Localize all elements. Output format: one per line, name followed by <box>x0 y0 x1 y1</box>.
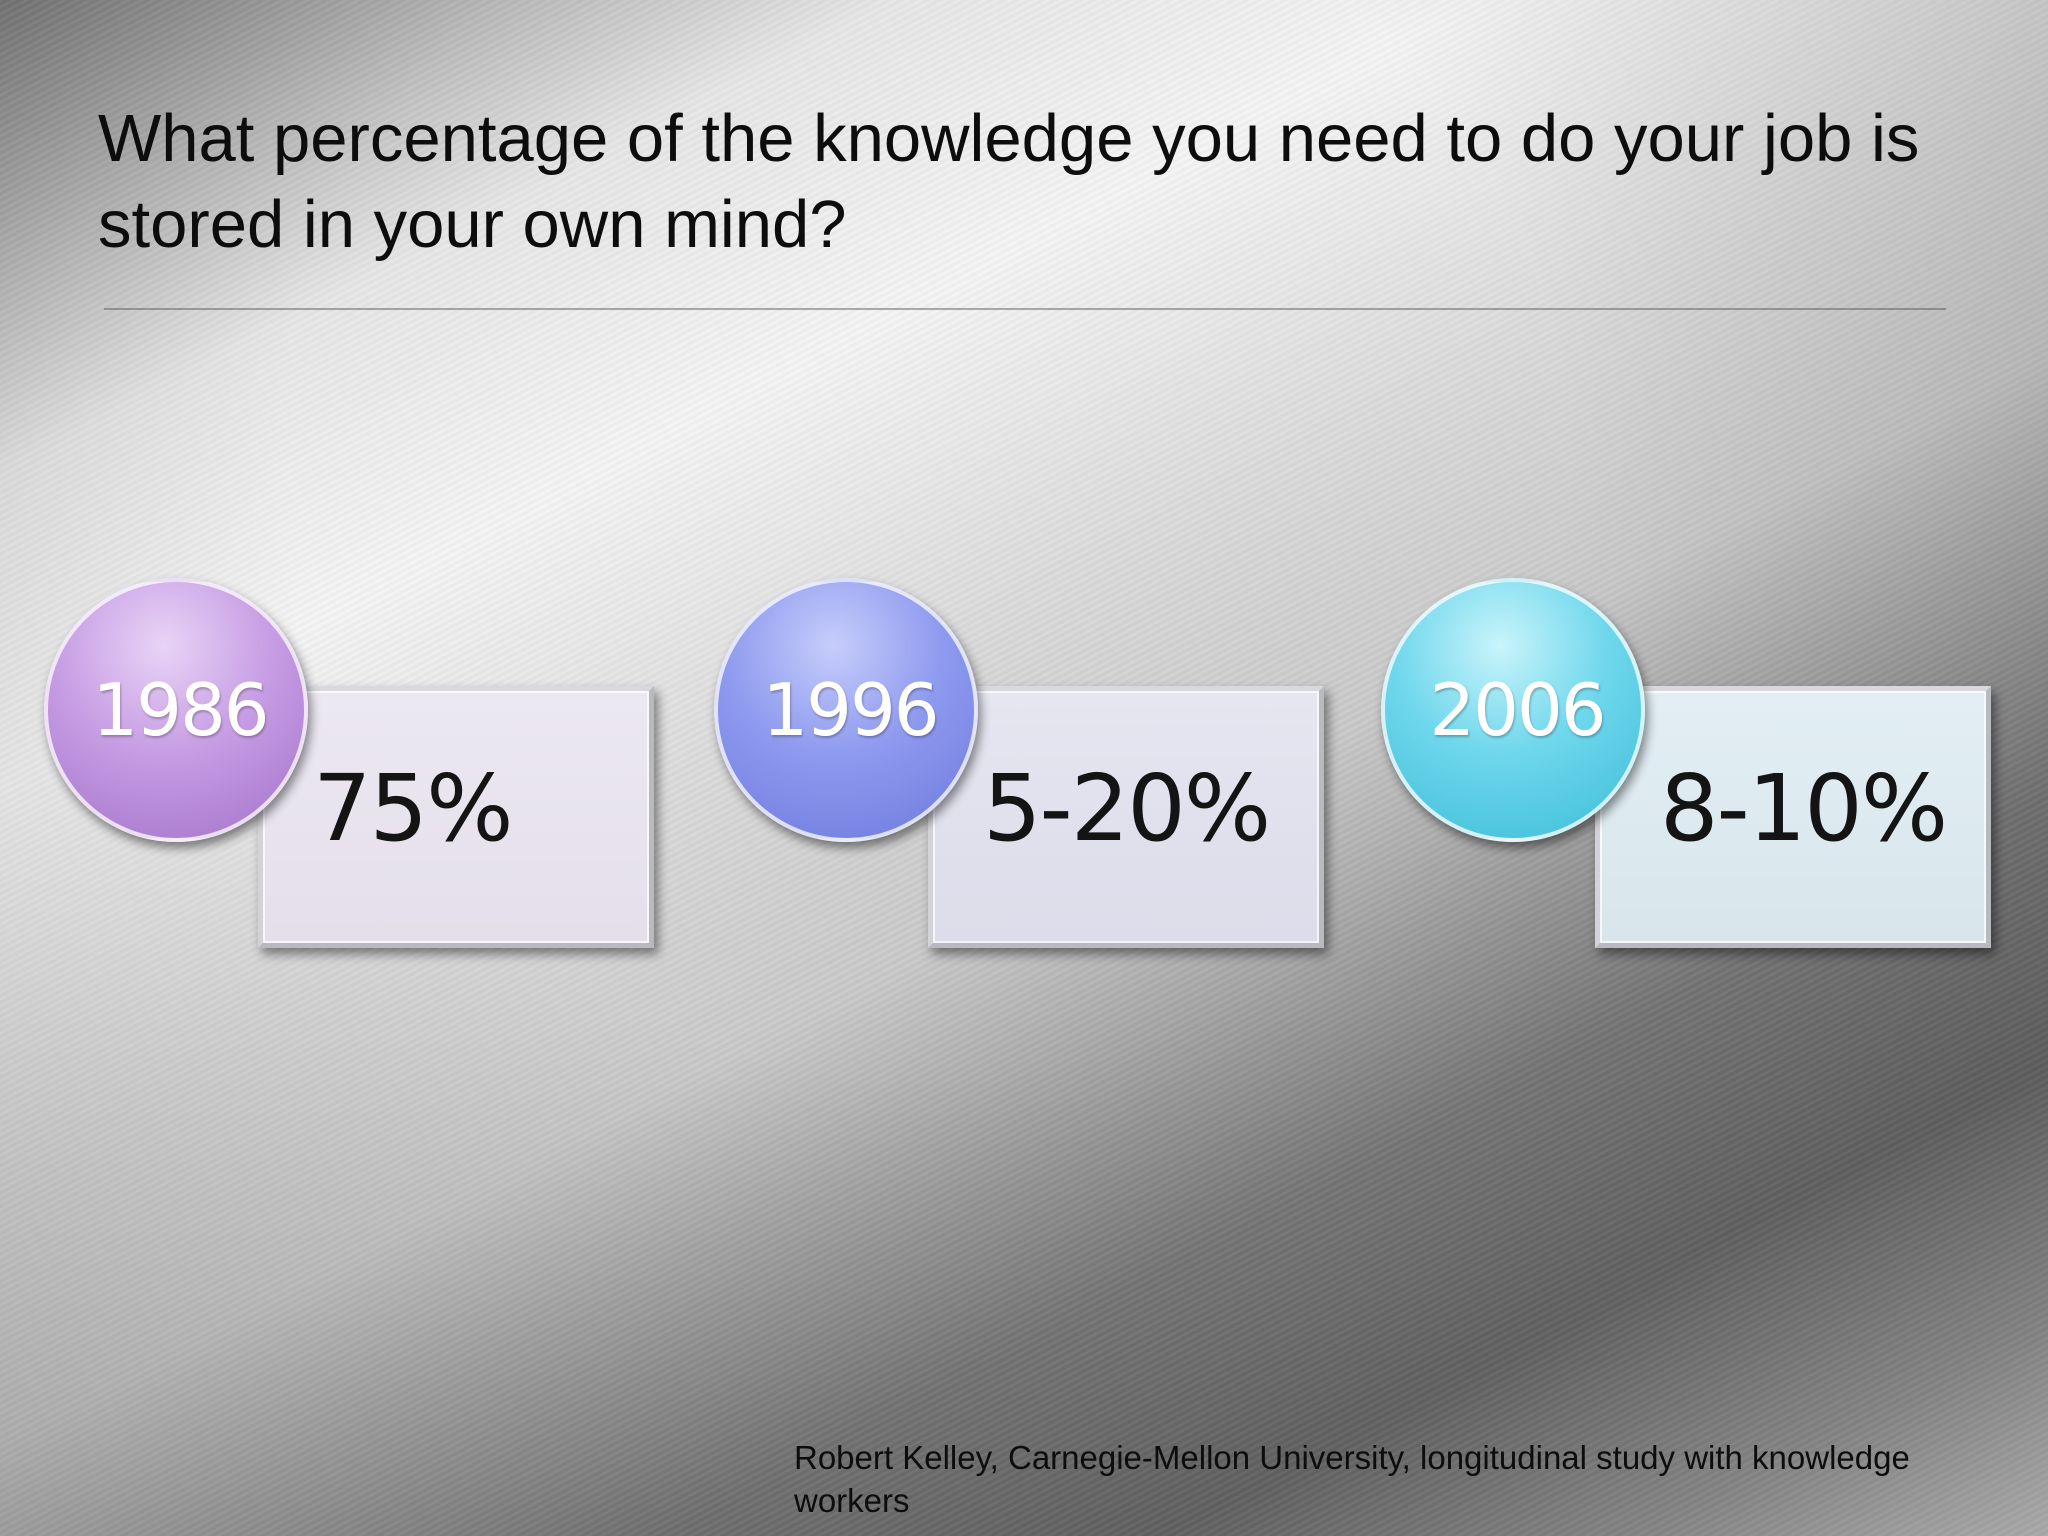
year-label: 2006 <box>1429 668 1606 752</box>
timeline-item-1986: 75% 1986 <box>44 578 702 958</box>
value-box: 75% <box>258 686 654 948</box>
year-circle: 1986 <box>44 578 308 842</box>
timeline-item-1996: 5-20% 1996 <box>714 578 1372 958</box>
year-circle: 1996 <box>714 578 978 842</box>
value-box: 8-10% <box>1595 686 1991 948</box>
value-box: 5-20% <box>928 686 1324 948</box>
title-divider <box>104 308 1946 310</box>
percentage-value: 75% <box>313 755 513 862</box>
percentage-value: 8-10% <box>1660 755 1948 862</box>
timeline-item-2006: 8-10% 2006 <box>1381 578 2039 958</box>
percentage-value: 5-20% <box>983 755 1271 862</box>
year-circle: 2006 <box>1381 578 1645 842</box>
year-label: 1996 <box>762 668 939 752</box>
year-label: 1986 <box>92 668 269 752</box>
slide-title: What percentage of the knowledge you nee… <box>98 101 1920 262</box>
source-citation: Robert Kelley, Carnegie-Mellon Universit… <box>794 1439 1910 1519</box>
